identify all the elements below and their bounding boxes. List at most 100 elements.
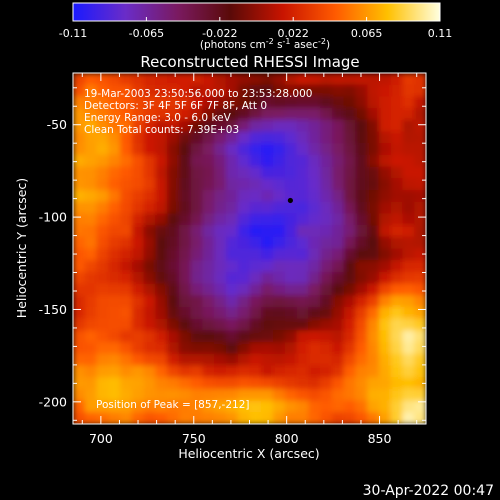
heatmap-cell — [96, 143, 109, 156]
heatmap-cell — [155, 271, 168, 285]
heatmap-cell — [390, 330, 404, 343]
heatmap-cell — [367, 154, 380, 168]
heatmap-cell — [167, 236, 180, 250]
peak-marker — [287, 197, 293, 204]
heatmap-cell — [225, 248, 239, 261]
heatmap-cell — [178, 178, 192, 191]
heatmap-cell — [96, 154, 109, 168]
heatmap-cell — [261, 248, 274, 261]
heatmap-cell — [190, 260, 204, 273]
heatmap-cell — [73, 400, 86, 413]
heatmap-cell — [320, 318, 333, 331]
heatmap-cell — [108, 213, 121, 226]
heatmap-cell — [190, 353, 204, 367]
heatmap-cell — [343, 190, 356, 203]
heatmap-cell — [84, 154, 98, 168]
heatmap-cell — [73, 271, 86, 285]
heatmap-cell — [202, 131, 215, 144]
heatmap-cell — [343, 400, 356, 413]
heatmap-cell — [343, 225, 356, 238]
heatmap-cell — [284, 131, 298, 144]
heatmap-cell — [120, 342, 133, 355]
heatmap-cell — [143, 143, 156, 156]
heatmap-cell — [73, 260, 86, 273]
heatmap-cell — [367, 201, 380, 214]
heatmap-cell — [155, 190, 168, 203]
heatmap-cell — [120, 143, 133, 156]
heatmap-cell — [414, 201, 426, 214]
heatmap-cell — [84, 248, 98, 261]
heatmap-cell — [131, 213, 145, 226]
heatmap-cell — [331, 190, 345, 203]
heatmap-cell — [155, 108, 168, 121]
heatmap-cell — [120, 84, 133, 97]
heatmap-cell — [143, 365, 156, 378]
heatmap-cell — [308, 166, 321, 179]
heatmap-cell — [225, 295, 239, 308]
heatmap-cell — [284, 108, 298, 121]
heatmap-cell — [84, 96, 98, 109]
heatmap-cell — [320, 154, 333, 168]
heatmap-cell — [237, 225, 251, 238]
heatmap-cell — [225, 131, 239, 144]
heatmap-cell — [284, 190, 298, 203]
heatmap-cell — [120, 365, 133, 378]
x-tick-label: 850 — [368, 431, 392, 446]
heatmap-cell — [402, 248, 415, 261]
heatmap-cell — [367, 271, 380, 285]
heatmap-cell — [84, 365, 98, 378]
heatmap-cell — [355, 96, 368, 109]
heatmap-cell — [84, 190, 98, 203]
heatmap-cell — [214, 283, 227, 296]
heatmap-cell — [120, 260, 133, 273]
heatmap-cell — [296, 143, 309, 156]
heatmap-cell — [296, 154, 309, 168]
heatmap-cell — [178, 154, 192, 168]
heatmap-cell — [284, 330, 298, 343]
heatmap-cell — [308, 178, 321, 191]
heatmap-cell — [108, 96, 121, 109]
heatmap-cell — [284, 377, 298, 390]
heatmap-cell — [190, 154, 204, 168]
heatmap-cell — [273, 283, 286, 296]
heatmap-cell — [296, 190, 309, 203]
heatmap-cell — [73, 295, 86, 308]
heatmap-cell — [296, 178, 309, 191]
heatmap-cell — [167, 213, 180, 226]
heatmap-cell — [273, 73, 286, 86]
heatmap-cell — [108, 353, 121, 367]
heatmap-cell — [331, 154, 345, 168]
heatmap-cell — [414, 318, 426, 331]
heatmap-cell — [167, 353, 180, 367]
heatmap-cell — [367, 225, 380, 238]
heatmap-cell — [131, 377, 145, 390]
heatmap-cell — [367, 353, 380, 367]
heatmap-cell — [143, 342, 156, 355]
heatmap-cell — [414, 143, 426, 156]
heatmap-cell — [390, 119, 404, 133]
heatmap-cell — [225, 96, 239, 109]
heatmap-cell — [214, 213, 227, 226]
heatmap-cell — [143, 307, 156, 320]
y-tick-label: -150 — [39, 302, 67, 317]
heatmap-cell — [225, 154, 239, 168]
heatmap-cells — [73, 73, 426, 424]
heatmap-cell — [120, 166, 133, 179]
heatmap-cell — [202, 119, 215, 133]
heatmap-cell — [355, 73, 368, 86]
heatmap-cell — [96, 342, 109, 355]
heatmap-cell — [155, 131, 168, 144]
heatmap-cell — [131, 412, 145, 424]
heatmap-cell — [414, 236, 426, 250]
heatmap-cell — [108, 260, 121, 273]
heatmap-cell — [202, 400, 215, 413]
heatmap-cell — [390, 271, 404, 285]
heatmap-cell — [331, 342, 345, 355]
heatmap-cell — [355, 365, 368, 378]
heatmap-cell — [331, 388, 345, 402]
heatmap-cell — [131, 365, 145, 378]
heatmap-cell — [320, 377, 333, 390]
heatmap-cell — [273, 248, 286, 261]
heatmap-cell — [108, 248, 121, 261]
heatmap-cell — [237, 260, 251, 273]
